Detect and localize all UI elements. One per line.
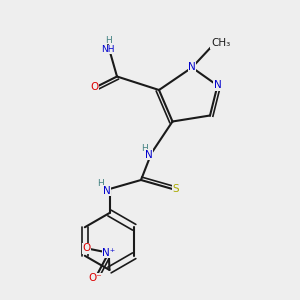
Text: H: H xyxy=(97,179,104,188)
Text: N: N xyxy=(188,62,196,73)
Text: N⁺: N⁺ xyxy=(102,248,115,258)
Text: N: N xyxy=(103,185,110,196)
Text: H: H xyxy=(141,144,147,153)
Text: NH: NH xyxy=(101,45,115,54)
Text: O: O xyxy=(82,243,90,253)
Text: CH₃: CH₃ xyxy=(211,38,230,49)
Text: O: O xyxy=(90,82,99,92)
Text: H: H xyxy=(105,36,111,45)
Text: N: N xyxy=(145,149,152,160)
Text: O⁻: O⁻ xyxy=(88,273,102,283)
Text: S: S xyxy=(172,184,179,194)
Text: N: N xyxy=(214,80,221,91)
